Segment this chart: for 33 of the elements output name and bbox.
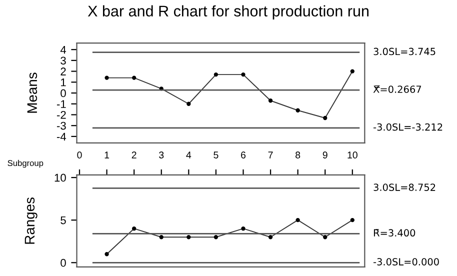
x-tick-label: 1	[104, 152, 110, 158]
y-tick-label: 0	[60, 89, 66, 98]
y-tick-label: 1	[61, 78, 66, 86]
ref-line-label: 3.0SL=3.745	[374, 48, 436, 56]
x-tick-label: 10	[348, 152, 358, 158]
ref-line-label: X̿=0.2667	[373, 85, 422, 93]
ref-line-label: 3.0SL=8.752	[374, 184, 436, 191]
y-tick-label: -1	[56, 100, 66, 108]
x-tick-label: 7	[268, 152, 273, 158]
y-tick-label: 4	[60, 46, 66, 54]
y-tick-label: 0	[60, 258, 66, 267]
x-tick-label: 3	[159, 152, 164, 158]
y-axis-title: Means	[27, 72, 38, 113]
chart-title: X bar and R chart for short production run	[88, 5, 368, 20]
x-tick-label: 5	[214, 152, 218, 158]
y-tick-label: 5	[60, 216, 66, 224]
y-axis-title: Ranges	[24, 198, 38, 244]
x-tick-label: 4	[186, 152, 192, 158]
x-tick-label: 0	[77, 152, 82, 158]
y-tick-label: 2	[60, 68, 66, 76]
y-tick-label: -4	[56, 132, 66, 140]
ref-line-label: -3.0SL=-3.212	[373, 123, 442, 131]
ref-line-label: R̄=3.400	[374, 229, 416, 237]
x-tick-label: 6	[241, 152, 246, 158]
x-tick-label: 8	[296, 152, 300, 158]
y-tick-label: -3	[56, 122, 66, 130]
x-tick-label: 9	[322, 152, 328, 158]
x-tick-label: 2	[132, 152, 136, 158]
ref-line-label: -3.0SL=0.000	[373, 258, 439, 266]
x-axis-title: Subgroup	[8, 160, 44, 168]
y-tick-label: 3	[60, 56, 66, 65]
y-tick-label: 10	[54, 174, 66, 182]
y-tick-label: -2	[56, 111, 66, 119]
